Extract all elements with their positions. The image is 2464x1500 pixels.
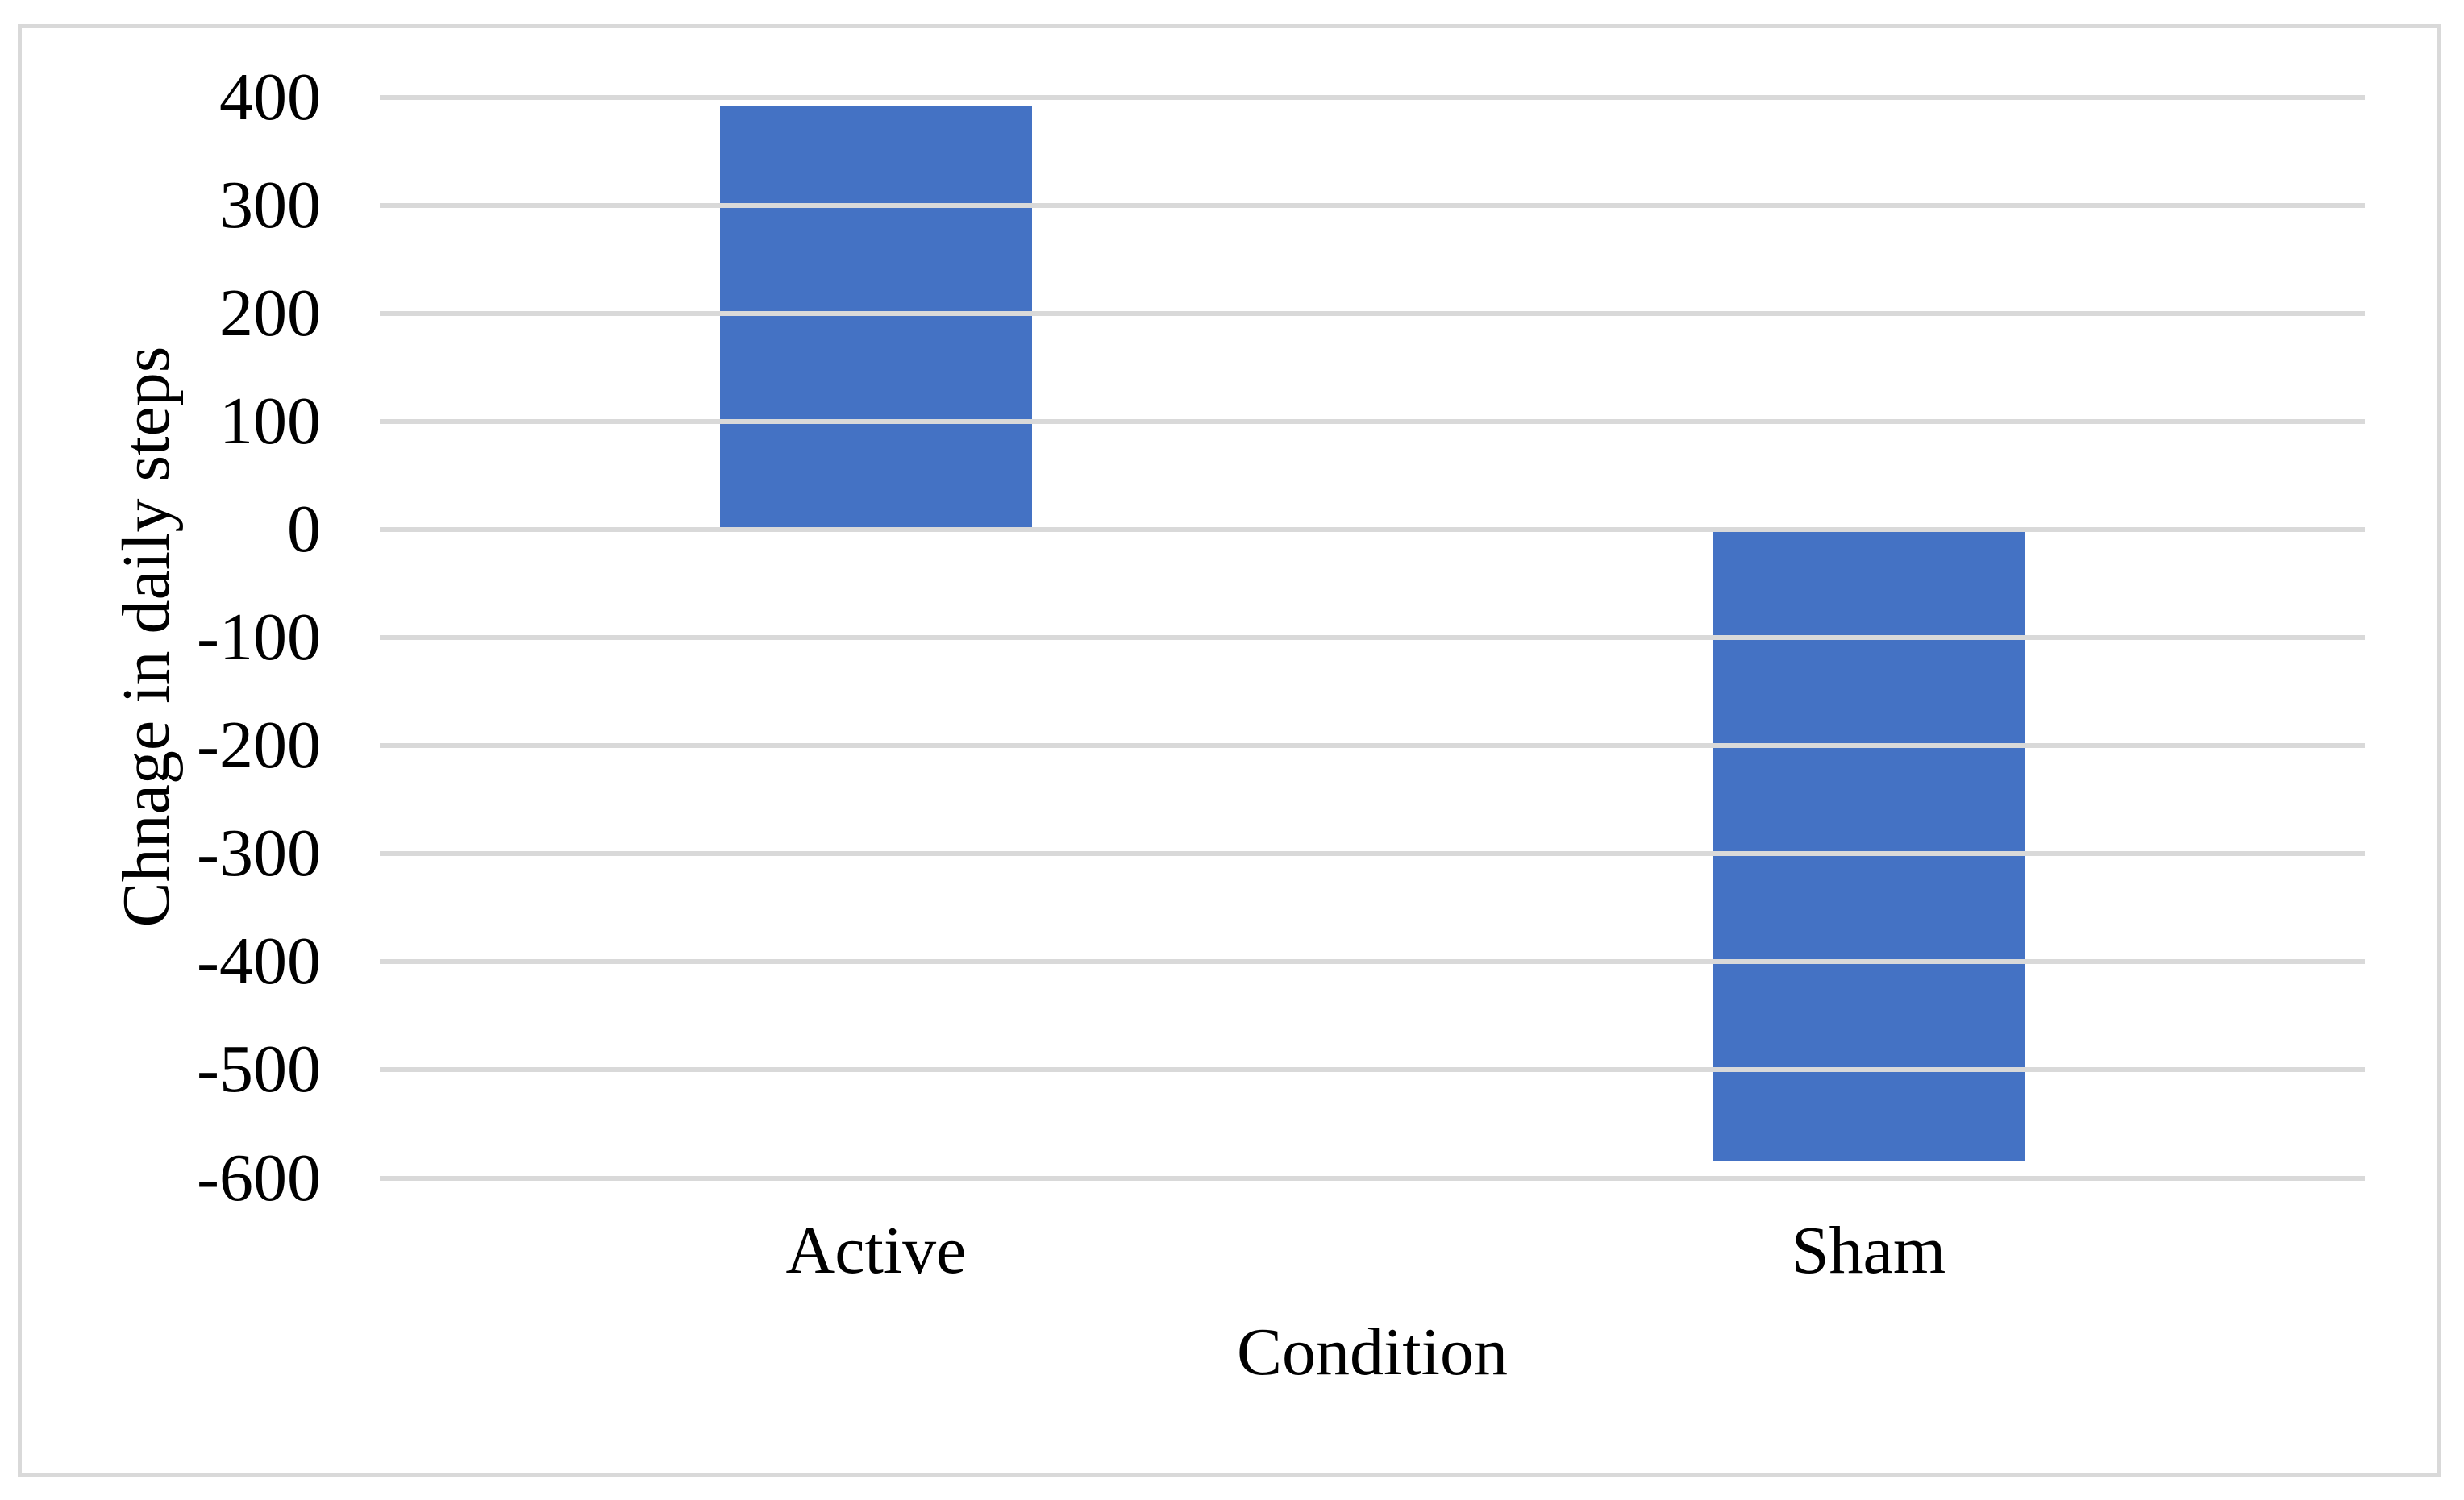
- gridline-0: [380, 526, 2365, 532]
- gridline--400: [380, 959, 2365, 965]
- chart-border: [18, 24, 2441, 1477]
- gridline-100: [380, 418, 2365, 424]
- gridline-200: [380, 310, 2365, 316]
- y-tick-label--500: -500: [197, 1032, 321, 1107]
- gridline-300: [380, 202, 2365, 208]
- gridline--500: [380, 1067, 2365, 1073]
- y-tick-label-0: 0: [287, 491, 321, 567]
- gridline--600: [380, 1175, 2365, 1181]
- y-tick-label-400: 400: [219, 59, 321, 135]
- y-tick-label-100: 100: [219, 383, 321, 459]
- y-tick-label--200: -200: [197, 708, 321, 783]
- y-axis-title: Chnage in daily steps: [109, 346, 184, 928]
- y-tick-label--300: -300: [197, 816, 321, 891]
- y-tick-label-300: 300: [219, 167, 321, 243]
- x-axis-title: Condition: [1236, 1315, 1509, 1390]
- gridline--200: [380, 743, 2365, 749]
- bar-sham: [1713, 529, 2025, 1162]
- y-tick-label--100: -100: [197, 600, 321, 675]
- y-tick-label--400: -400: [197, 924, 321, 999]
- category-label-sham: Sham: [1791, 1213, 1946, 1288]
- gridline--300: [380, 851, 2365, 857]
- gridline-400: [380, 94, 2365, 100]
- category-label-active: Active: [785, 1213, 967, 1288]
- gridline--100: [380, 635, 2365, 640]
- bar-active: [720, 106, 1032, 530]
- y-tick-label--600: -600: [197, 1140, 321, 1215]
- y-tick-label-200: 200: [219, 275, 321, 351]
